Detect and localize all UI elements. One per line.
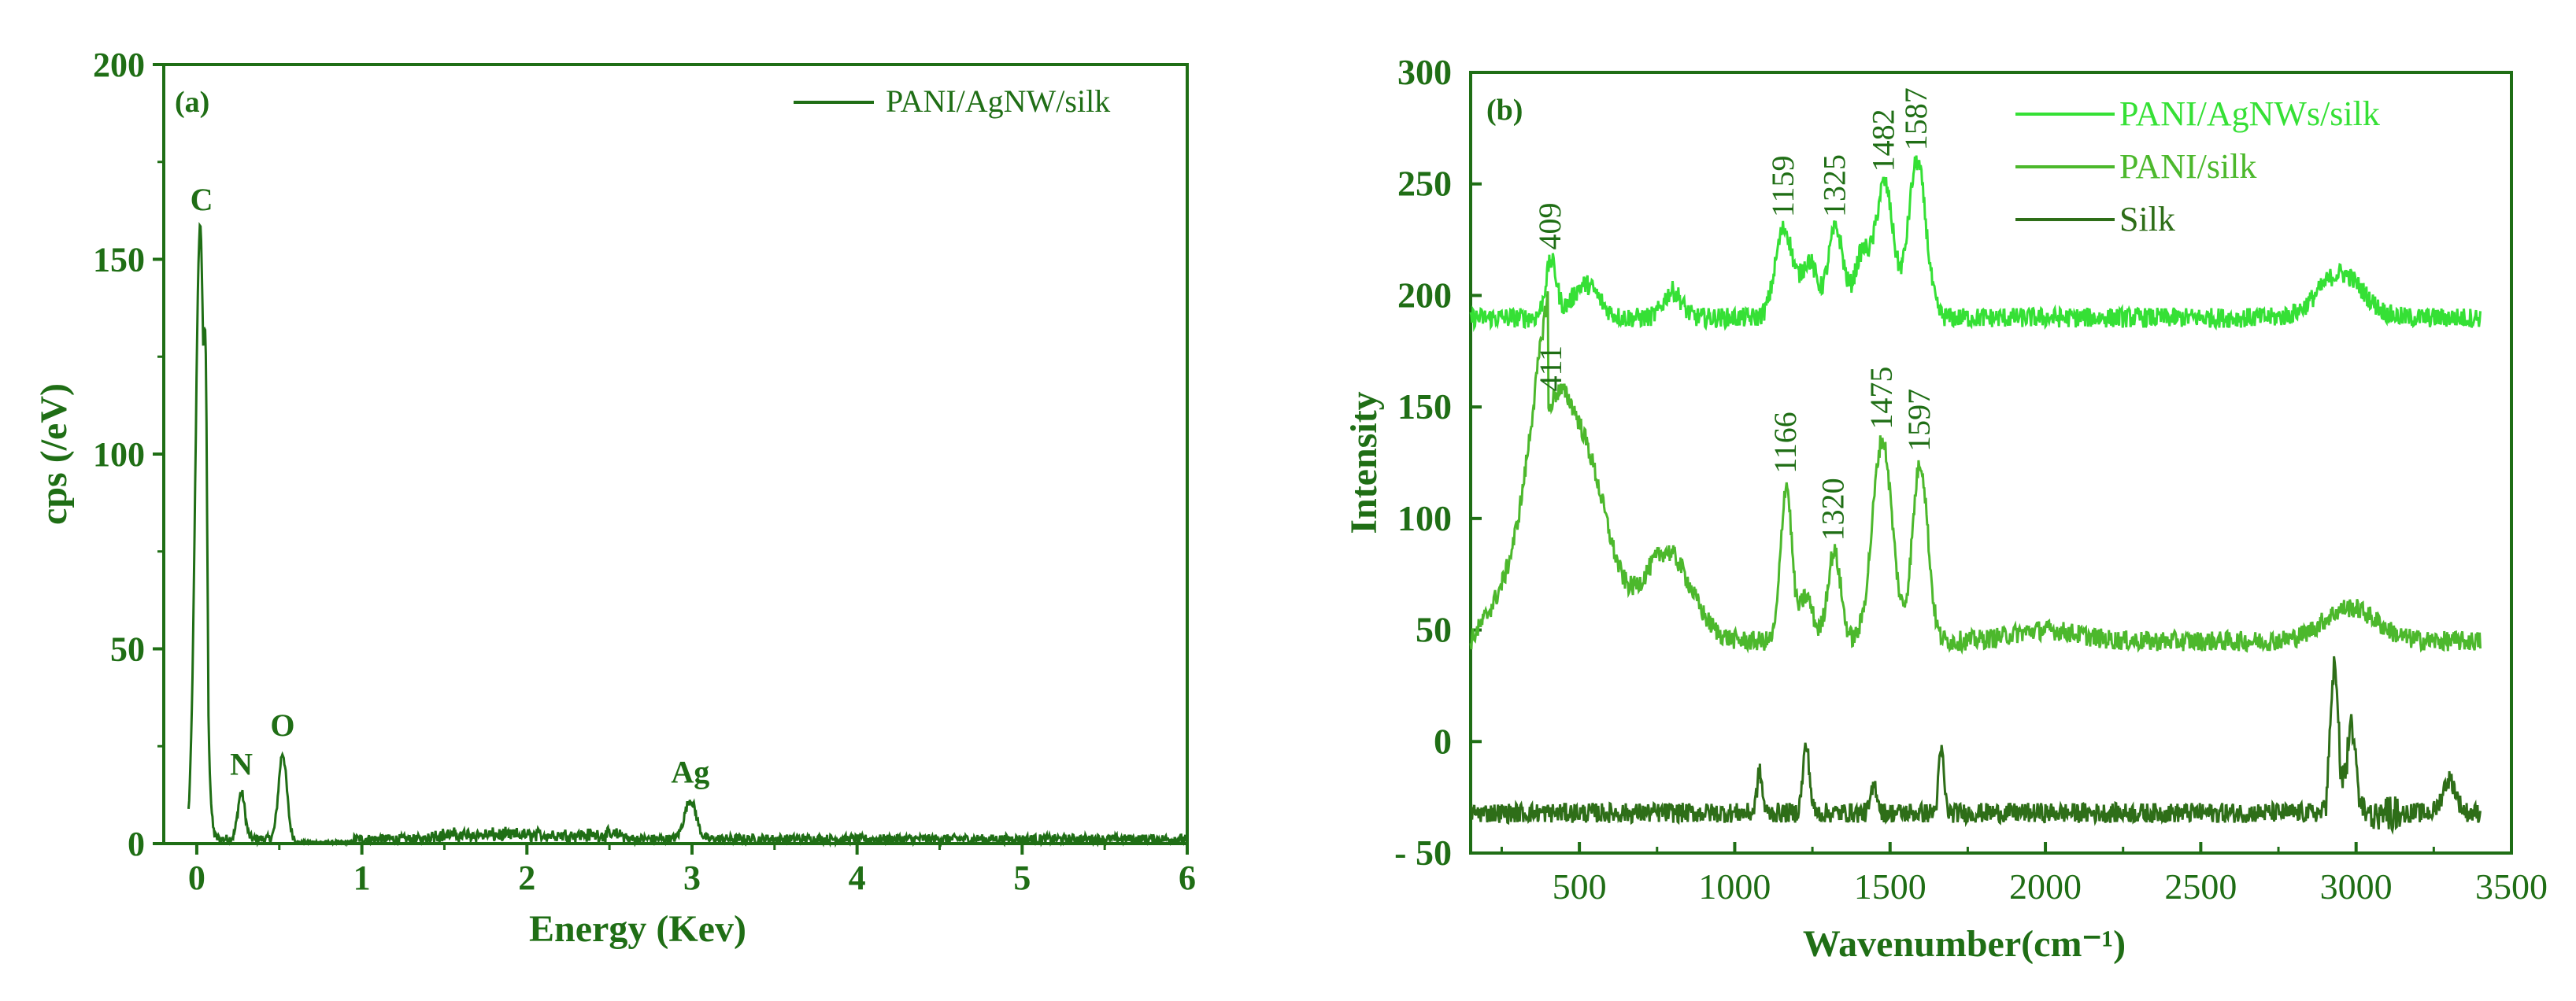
- panel-b-y-tick-label: 100: [1397, 498, 1452, 538]
- panel-a-x-tick-label: 4: [849, 859, 866, 897]
- panel-a-peak-labels: C NO Ag: [191, 182, 710, 790]
- panel-a-peak-label: Ag: [671, 755, 709, 790]
- panel-b-legend-label: PANI/AgNWs/silk: [2119, 94, 2380, 133]
- panel-a-plot-frame: [162, 63, 1189, 845]
- panel-b-legend-label: Silk: [2119, 200, 2175, 238]
- panel-a-peak-label: N: [230, 747, 253, 782]
- panel-a-x-tick-label: 0: [188, 859, 205, 897]
- panel-b-x-tick-label: 1000: [1698, 866, 1771, 907]
- panel-b-peak-annotation: 1166: [1767, 412, 1803, 474]
- panel-b-y-tick-label: 0: [1434, 721, 1452, 761]
- panel-b-y-tick-label: - 50: [1394, 833, 1452, 873]
- panel-b-x-ticks: 500 1000 1500 2000 2500 3000 3500: [1500, 842, 2548, 907]
- panel-b-y-tick-label: 150: [1397, 386, 1452, 427]
- panel-b-x-tick-label: 3000: [2320, 866, 2393, 907]
- panel-b-plot-frame: [1469, 71, 2513, 855]
- panel-a-x-axis-title: Energy (Kev): [529, 908, 746, 950]
- panel-a-y-tick-label: 150: [93, 241, 145, 279]
- panel-a-x-tick-label: 6: [1179, 859, 1196, 897]
- panel-a-peak-label: C: [191, 182, 213, 217]
- panel-a-x-tick-label: 3: [683, 859, 701, 897]
- panel-b: 500 1000 1500 2000 2500 3000 3500 - 50 0 50 100 15…: [1343, 52, 2548, 965]
- panel-a-y-tick-label: 50: [110, 630, 145, 669]
- panel-b-legend-label: PANI/silk: [2119, 147, 2256, 186]
- panel-b-y-tick-label: 300: [1397, 52, 1452, 92]
- panel-b-y-tick-label: 50: [1416, 610, 1452, 650]
- panel-a-x-tick-label: 2: [518, 859, 535, 897]
- panel-b-series-line: [1469, 656, 2482, 836]
- panel-b-peak-annotation: 411: [1533, 345, 1568, 392]
- panel-b-y-ticks: - 50 0 50 100 150 200 250 300: [1394, 52, 1482, 873]
- panel-b-y-tick-label: 250: [1397, 164, 1452, 204]
- panel-a-label: (a): [175, 86, 209, 119]
- panel-a-y-tick-label: 100: [93, 435, 145, 474]
- panel-b-y-axis-title: Intensity: [1343, 391, 1385, 534]
- panel-b-series-line: [1469, 155, 2482, 332]
- panel-b-y-tick-label: 200: [1397, 275, 1452, 315]
- panel-a-peak-label: O: [270, 707, 294, 743]
- panel-a: 0 1 2 3 4 5 6 0 50 100 150 200 C NO Ag (a) PANI/AgNW…: [33, 46, 1196, 950]
- panel-a-x-tick-label: 1: [353, 859, 371, 897]
- panel-b-peak-annotation: 1482: [1866, 109, 1901, 172]
- panel-b-x-tick-label: 2000: [2009, 866, 2082, 907]
- panel-b-x-axis-title: Wavenumber(cm⁻¹): [1803, 923, 2126, 965]
- panel-b-x-tick-label: 3500: [2475, 866, 2548, 907]
- panel-b-peak-annotation: 1325: [1817, 154, 1852, 217]
- panel-b-series-line: [1469, 291, 2482, 656]
- panel-b-legend: PANI/AgNWs/silk PANI/silk Silk: [2015, 94, 2380, 238]
- panel-b-peak-annotation: 409: [1532, 203, 1567, 250]
- panel-b-peak-annotation: 1475: [1864, 367, 1899, 430]
- panel-b-label: (b): [1486, 94, 1523, 127]
- panel-b-peak-annotation: 1159: [1765, 156, 1801, 218]
- panel-b-x-tick-label: 500: [1553, 866, 1607, 907]
- panel-a-x-ticks: 0 1 2 3 4 5 6: [188, 844, 1196, 897]
- panel-b-x-tick-label: 2500: [2164, 866, 2237, 907]
- panel-b-peak-annotation: 1320: [1815, 478, 1851, 541]
- panel-a-y-ticks: 0 50 100 150 200: [93, 46, 164, 863]
- panel-a-spectrum-line: [187, 221, 1189, 848]
- panel-b-spectra: [1469, 155, 2482, 836]
- panel-a-y-axis-title: cps (/eV): [33, 383, 75, 525]
- panel-b-peak-annotation: 1597: [1901, 389, 1937, 452]
- panel-a-legend-label: PANI/AgNW/silk: [886, 83, 1110, 119]
- panel-b-x-tick-label: 1500: [1854, 866, 1926, 907]
- panel-b-peak-annotation: 1587: [1898, 87, 1934, 150]
- panel-a-x-tick-label: 5: [1013, 859, 1031, 897]
- panel-a-y-tick-label: 0: [128, 825, 145, 863]
- panel-a-y-tick-label: 200: [93, 46, 145, 84]
